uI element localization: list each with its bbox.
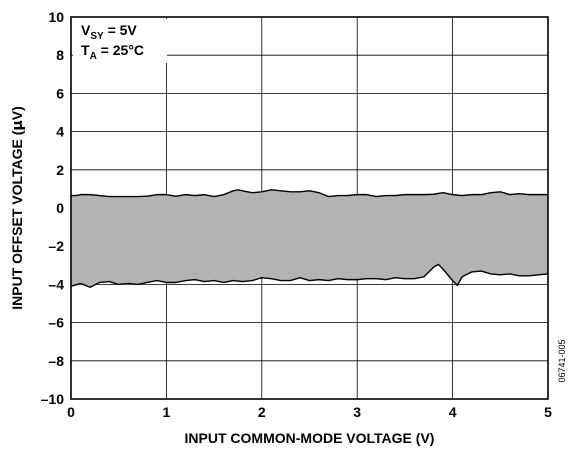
y-tick-label-2: –6 <box>48 315 64 331</box>
condition-ta-symbol: T <box>81 42 90 58</box>
condition-ta-value: = 25°C <box>97 42 144 58</box>
condition-legend: VSY = 5V TA = 25°C <box>73 19 167 63</box>
condition-vsy-symbol: V <box>81 22 91 38</box>
x-axis-label: INPUT COMMON-MODE VOLTAGE (V) <box>185 430 435 446</box>
band-fill <box>71 189 548 288</box>
y-axis-label-prefix: INPUT OFFSET VOLTAGE ( <box>9 130 25 309</box>
y-tick-label-7: 4 <box>56 124 64 140</box>
y-tick-label-8: 6 <box>56 85 64 101</box>
y-tick-label-10: 10 <box>48 9 64 25</box>
x-tick-label-5: 5 <box>544 404 552 420</box>
y-tick-label-6: 2 <box>56 162 64 178</box>
condition-ta: TA = 25°C <box>81 42 144 62</box>
upper-band-line <box>71 189 548 198</box>
y-axis-label-mu: µ <box>10 120 26 130</box>
y-tick-label-9: 8 <box>56 47 64 63</box>
y-tick-label-3: –4 <box>48 276 64 292</box>
condition-legend-background <box>73 19 167 63</box>
lower-band-line <box>70 263 549 288</box>
y-axis-label-suffix: V) <box>9 106 25 120</box>
plot-frame <box>70 16 549 400</box>
y-tick-labels: –10 –8 –6 –4 –2 0 2 4 6 8 10 <box>41 9 65 407</box>
x-tick-label-4: 4 <box>449 404 457 420</box>
y-axis-label: INPUT OFFSET VOLTAGE (µV) <box>9 106 26 309</box>
x-tick-label-0: 0 <box>67 404 75 420</box>
y-tick-label-0: –10 <box>41 391 65 407</box>
figure-id: 06741-005 <box>557 339 567 382</box>
condition-vsy: VSY = 5V <box>81 22 137 42</box>
x-tick-label-2: 2 <box>258 404 266 420</box>
condition-vsy-value: = 5V <box>104 22 138 38</box>
x-tick-label-1: 1 <box>163 404 171 420</box>
offset-voltage-band <box>70 189 549 288</box>
y-tick-label-4: –2 <box>48 238 64 254</box>
x-tick-label-3: 3 <box>353 404 361 420</box>
condition-vsy-subscript: SY <box>90 31 104 42</box>
y-tick-label-1: –8 <box>48 353 64 369</box>
x-tick-labels: 0 1 2 3 4 5 <box>67 404 552 420</box>
y-tick-label-5: 0 <box>56 200 64 216</box>
condition-ta-subscript: A <box>90 51 97 62</box>
